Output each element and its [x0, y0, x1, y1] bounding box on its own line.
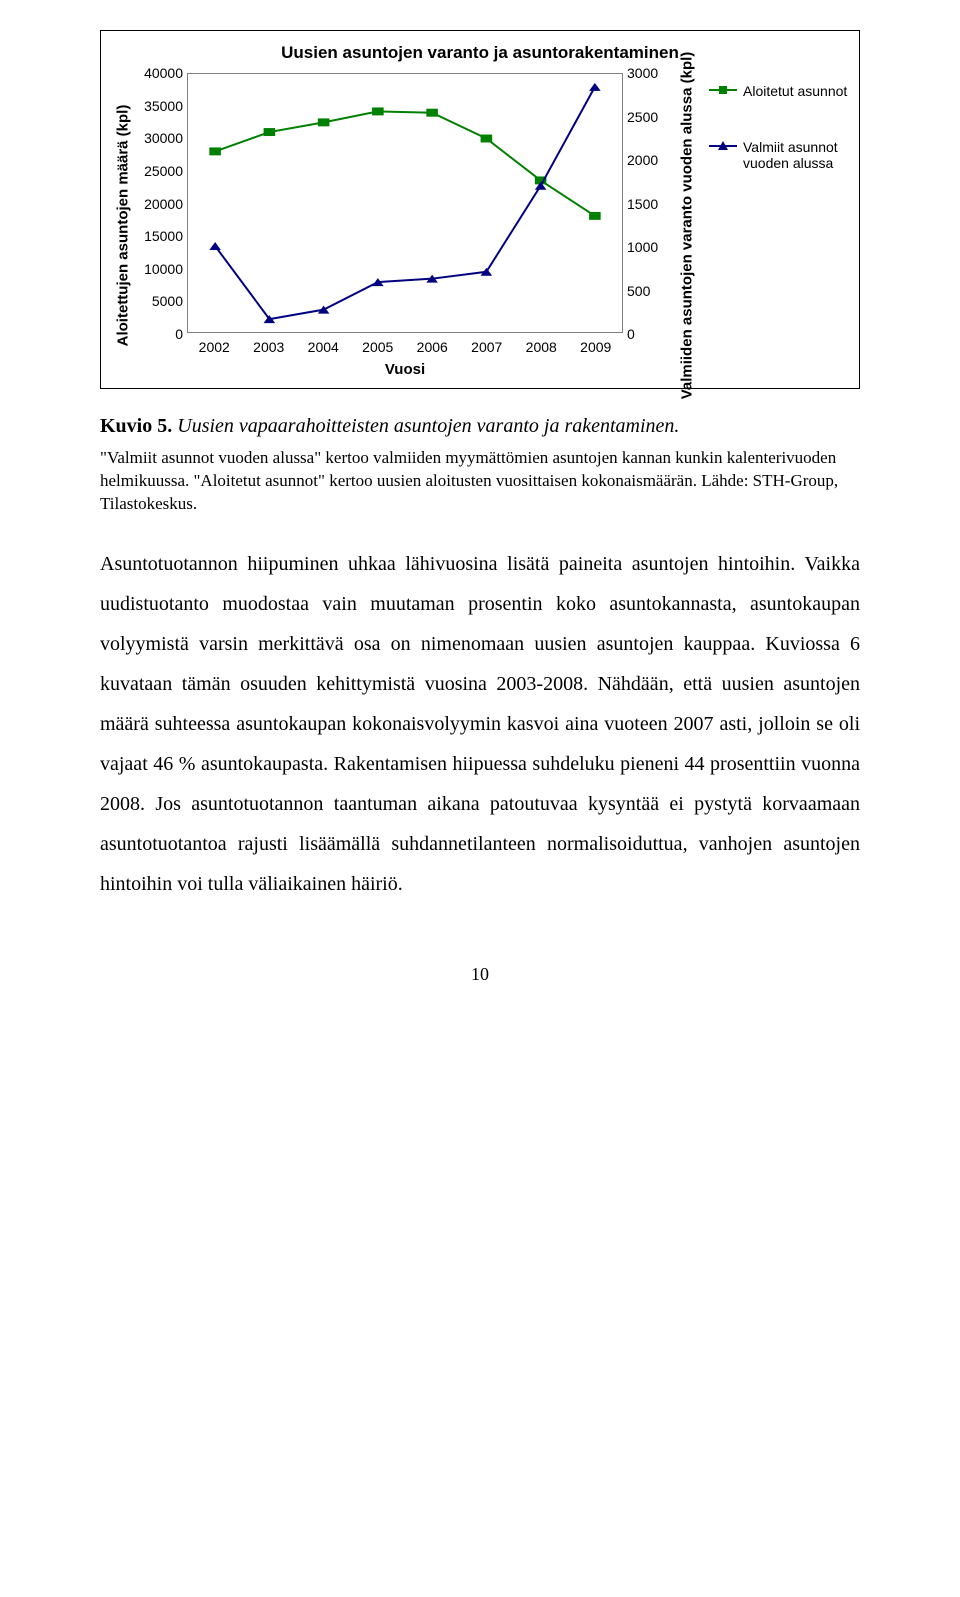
- page-number: 10: [100, 964, 860, 985]
- x-tick: 2008: [514, 339, 569, 355]
- y2-tick: 1000: [627, 240, 671, 254]
- y1-tick: 35000: [139, 99, 183, 113]
- y1-tick: 20000: [139, 197, 183, 211]
- y2-tick: 3000: [627, 66, 671, 80]
- x-tick: 2009: [569, 339, 624, 355]
- y1-tick: 25000: [139, 164, 183, 178]
- y1-tick: 10000: [139, 262, 183, 276]
- chart-title: Uusien asuntojen varanto ja asuntorakent…: [111, 43, 849, 63]
- chart-legend: Aloitetut asunnot Valmiit asunnot vuoden …: [699, 73, 849, 378]
- x-axis-ticks: 20022003200420052006200720082009: [187, 339, 623, 355]
- y1-axis-label: Aloitettujen asuntojen määrä (kpl): [115, 105, 132, 347]
- legend-label: Aloitetut asunnot: [743, 83, 847, 99]
- triangle-marker-icon: [709, 139, 737, 153]
- body-paragraph: Asuntotuotannon hiipuminen uhkaa lähivuo…: [100, 544, 860, 904]
- x-tick: 2007: [460, 339, 515, 355]
- y2-axis-label: Valmiiden asuntojen varanto vuoden aluss…: [679, 52, 696, 400]
- x-tick: 2002: [187, 339, 242, 355]
- x-axis-label: Vuosi: [187, 361, 623, 378]
- source-note: "Valmiit asunnot vuoden alussa" kertoo v…: [100, 447, 860, 516]
- y2-tick: 2000: [627, 153, 671, 167]
- x-tick: 2006: [405, 339, 460, 355]
- y1-tick: 40000: [139, 66, 183, 80]
- x-tick: 2003: [242, 339, 297, 355]
- legend-item: Valmiit asunnot vuoden alussa: [709, 139, 849, 171]
- y1-tick: 30000: [139, 131, 183, 145]
- figure-caption: Kuvio 5. Uusien vapaarahoitteisten asunt…: [100, 413, 860, 439]
- y2-tick: 1500: [627, 197, 671, 211]
- legend-label: Valmiit asunnot vuoden alussa: [743, 139, 849, 171]
- y1-tick: 5000: [139, 294, 183, 308]
- y2-axis-ticks: 3000 2500 2000 1500 1000 500 0: [623, 66, 675, 341]
- y2-tick: 0: [627, 327, 671, 341]
- chart-plot-area: [187, 73, 623, 333]
- y1-tick: 0: [139, 327, 183, 341]
- x-tick: 2005: [351, 339, 406, 355]
- caption-title: Uusien vapaarahoitteisten asuntojen vara…: [177, 415, 679, 437]
- x-tick: 2004: [296, 339, 351, 355]
- y2-tick: 2500: [627, 110, 671, 124]
- chart-container: Uusien asuntojen varanto ja asuntorakent…: [100, 30, 860, 389]
- square-marker-icon: [709, 83, 737, 97]
- y1-tick: 15000: [139, 229, 183, 243]
- y2-tick: 500: [627, 284, 671, 298]
- legend-item: Aloitetut asunnot: [709, 83, 849, 99]
- y1-axis-ticks: 40000 35000 30000 25000 20000 15000 10000 5000 0: [135, 66, 187, 341]
- caption-label: Kuvio 5.: [100, 415, 172, 437]
